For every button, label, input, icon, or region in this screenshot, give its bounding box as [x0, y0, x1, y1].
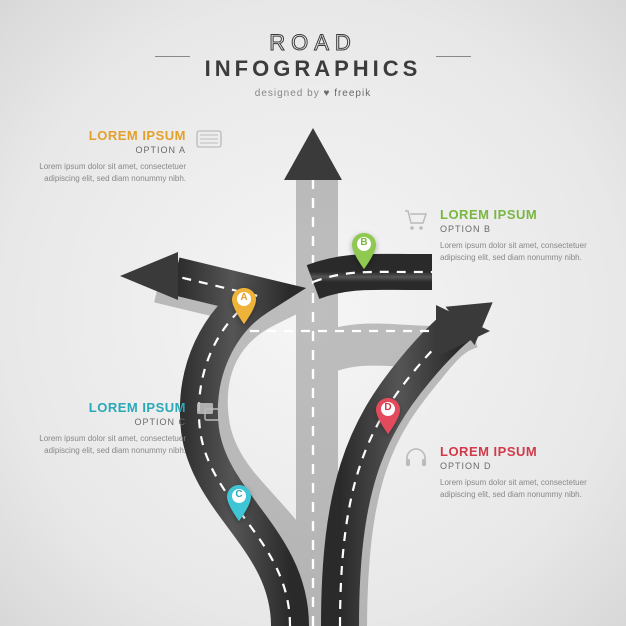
option-body: Lorem ipsum dolor sit amet, consectetuer… [440, 477, 590, 501]
pin-letter: C [227, 489, 251, 500]
road-right-arrow [250, 305, 490, 357]
headphones-icon [404, 446, 626, 473]
keyboard-icon [0, 130, 222, 153]
option-b: LOREM IPSUMOPTION BLorem ipsum dolor sit… [440, 207, 590, 264]
page-title: ROAD INFOGRAPHICS [155, 30, 472, 82]
option-body: Lorem ipsum dolor sit amet, consectetuer… [36, 161, 186, 185]
pin-letter: B [352, 237, 376, 248]
road-center-up [284, 128, 342, 626]
map-pin-b: B [352, 233, 376, 269]
option-c: LOREM IPSUMOPTION CLorem ipsum dolor sit… [36, 400, 186, 457]
map-pin-c: C [227, 485, 251, 521]
cart-icon [404, 209, 626, 236]
map-pin-d: D [376, 398, 400, 434]
brand: ♥ [323, 88, 334, 99]
map-pin-a: A [232, 288, 256, 324]
pin-letter: D [376, 402, 400, 413]
pin-letter: A [232, 292, 256, 303]
option-a: LOREM IPSUMOPTION ALorem ipsum dolor sit… [36, 128, 186, 185]
option-body: Lorem ipsum dolor sit amet, consectetuer… [36, 433, 186, 457]
option-body: Lorem ipsum dolor sit amet, consectetuer… [440, 240, 590, 264]
chat-icon [0, 402, 222, 429]
title-word-2: INFOGRAPHICS [205, 56, 422, 81]
header: ROAD INFOGRAPHICS designed by ♥ freepik [0, 0, 626, 99]
road-upper-right [313, 272, 432, 282]
title-word-1: ROAD [269, 30, 357, 55]
subtitle: designed by ♥ freepik [0, 88, 626, 99]
option-d: LOREM IPSUMOPTION DLorem ipsum dolor sit… [440, 444, 590, 501]
